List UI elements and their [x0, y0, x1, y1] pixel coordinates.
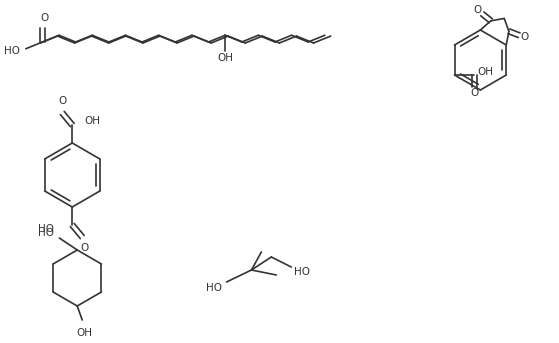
Text: O: O: [520, 32, 529, 42]
Text: O: O: [80, 243, 88, 253]
Text: HO: HO: [39, 224, 54, 234]
Text: O: O: [58, 96, 67, 106]
Text: HO: HO: [206, 283, 221, 293]
Text: HO: HO: [39, 228, 54, 238]
Text: OH: OH: [217, 53, 233, 63]
Text: OH: OH: [84, 116, 100, 126]
Text: OH: OH: [76, 328, 92, 338]
Text: OH: OH: [477, 67, 494, 77]
Text: O: O: [40, 13, 49, 23]
Text: O: O: [473, 5, 482, 15]
Text: HO: HO: [294, 267, 310, 277]
Text: O: O: [470, 88, 479, 98]
Text: HO: HO: [4, 46, 20, 56]
